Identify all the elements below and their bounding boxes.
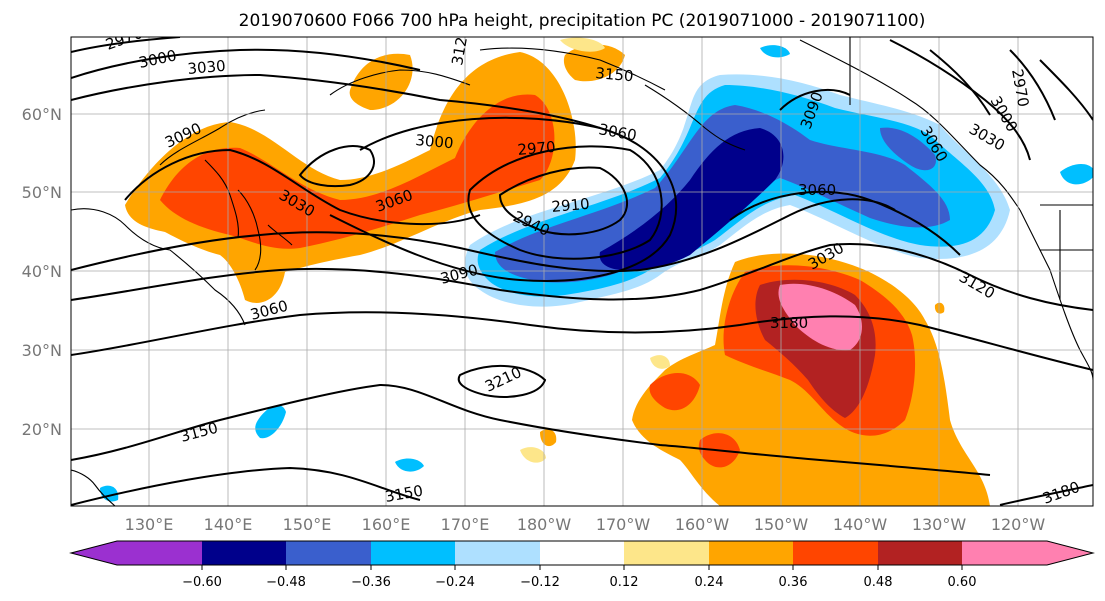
lon-tick-label: 150°W xyxy=(754,515,809,534)
colorbar-tick-label: −0.60 xyxy=(182,575,222,590)
figure-title: 2019070600 F066 700 hPa height, precipit… xyxy=(239,11,926,31)
colorbar-tick-label: 0.12 xyxy=(610,575,639,590)
colorbar-bin xyxy=(117,541,202,565)
colorbar-bin xyxy=(624,541,709,565)
colorbar-bin xyxy=(371,541,455,565)
colorbar-bin xyxy=(709,541,793,565)
lat-tick-label: 50°N xyxy=(22,183,62,202)
lat-tick-label: 60°N xyxy=(22,105,62,124)
colorbar-bin xyxy=(202,541,286,565)
negative-anomaly-pacific-band xyxy=(464,45,1093,307)
contour-label: 3000 xyxy=(415,131,455,152)
lon-tick-label: 170°W xyxy=(596,515,651,534)
lon-tick-label: 150°E xyxy=(283,515,332,534)
contour-label: 2910 xyxy=(551,195,591,216)
longitude-axis: 130°E 140°E 150°E 160°E 170°E 180°W 170°… xyxy=(125,515,1046,534)
colorbar-bin xyxy=(962,541,1047,565)
latitude-axis: 60°N 50°N 40°N 30°N 20°N xyxy=(22,105,62,439)
colorbar-bin xyxy=(1047,541,1093,565)
height-contours xyxy=(71,37,1093,506)
coastlines xyxy=(71,37,1093,506)
map-frame xyxy=(70,36,1094,507)
colorbar-tick-label: −0.24 xyxy=(435,575,475,590)
lon-tick-label: 130°W xyxy=(912,515,967,534)
colorbar-outline xyxy=(69,540,1095,566)
colorbar-bin xyxy=(286,541,371,565)
positive-anomaly-japan-band xyxy=(125,37,625,303)
colorbar-tick-label: −0.48 xyxy=(266,575,306,590)
map-panel: 2970 3000 3030 3090 3120 3150 3000 2970 … xyxy=(70,36,1094,507)
lon-tick-label: 140°E xyxy=(204,515,253,534)
lon-tick-label: 160°W xyxy=(675,515,730,534)
colorbar-tick-label: 0.24 xyxy=(695,575,724,590)
colorbar-bin xyxy=(455,541,540,565)
lat-tick-label: 40°N xyxy=(22,262,62,281)
contour-label: 3060 xyxy=(798,181,836,199)
lon-tick-label: 120°W xyxy=(991,515,1046,534)
contour-label: 3030 xyxy=(187,57,227,78)
lon-tick-label: 170°E xyxy=(441,515,490,534)
colorbar-tick-label: 0.60 xyxy=(948,575,977,590)
graticule xyxy=(71,37,1093,506)
colorbar-tick-label: −0.36 xyxy=(351,575,391,590)
colorbar-tick-label: 0.36 xyxy=(779,575,808,590)
contour-label: 3180 xyxy=(770,314,808,332)
colorbar-bin xyxy=(878,541,962,565)
lon-tick-label: 160°E xyxy=(362,515,411,534)
colorbar: −0.60 −0.48 −0.36 −0.24 −0.12 0.12 0.24 … xyxy=(69,540,1095,590)
colorbar-tick-label: −0.12 xyxy=(520,575,560,590)
lon-tick-label: 130°E xyxy=(125,515,174,534)
lon-tick-label: 180°W xyxy=(517,515,572,534)
colorbar-bin xyxy=(540,541,624,565)
lat-tick-label: 30°N xyxy=(22,341,62,360)
lon-tick-label: 140°W xyxy=(833,515,888,534)
lat-tick-label: 20°N xyxy=(22,420,62,439)
colorbar-bin xyxy=(793,541,878,565)
contour-label: 3150 xyxy=(595,64,635,85)
colorbar-tick-label: 0.48 xyxy=(864,575,893,590)
colorbar-bin xyxy=(71,541,117,565)
contour-label: 2970 xyxy=(517,138,557,159)
